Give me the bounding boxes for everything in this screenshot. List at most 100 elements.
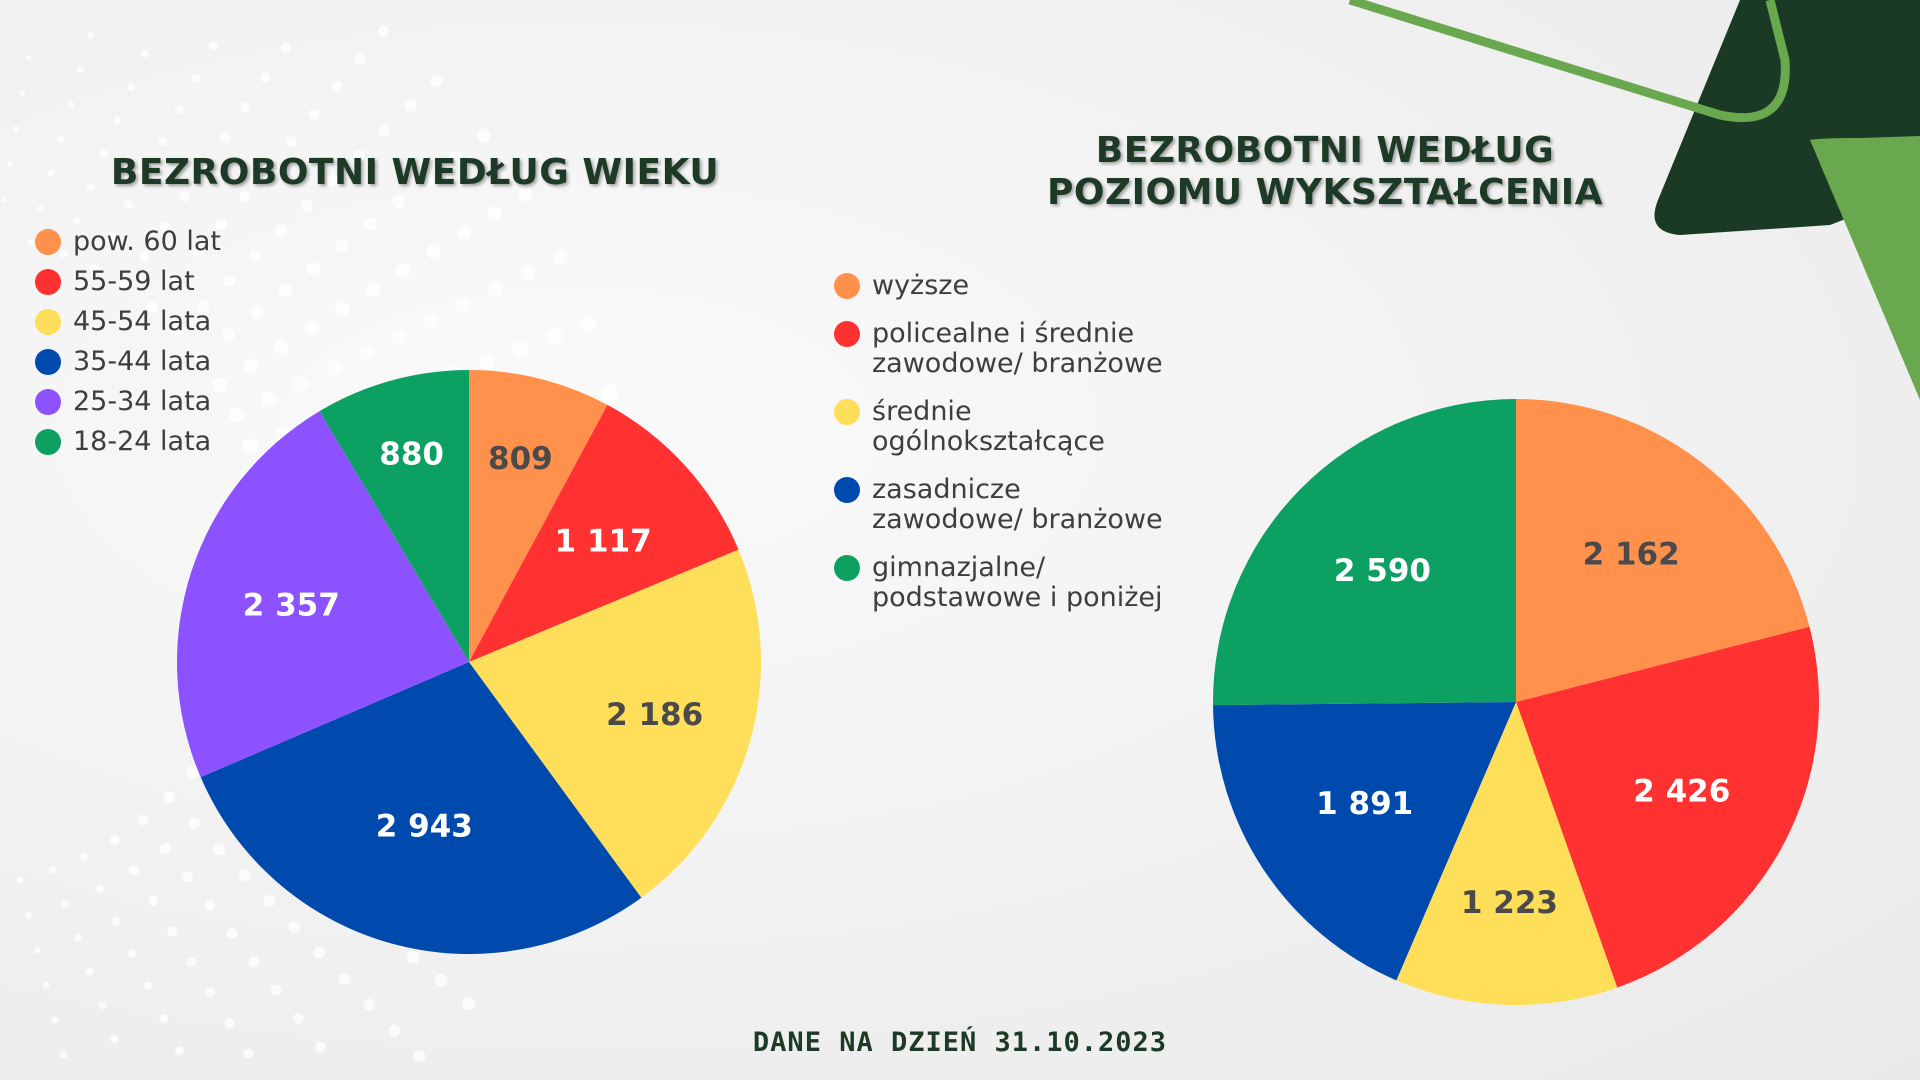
legend-label: 55-59 lat [73,266,195,297]
background-dot [274,224,288,237]
background-dot [87,31,94,39]
pie-value-label: 1 223 [1461,885,1558,921]
background-dot [146,301,158,313]
background-dot [262,163,274,175]
light-green-shape [1810,136,1920,400]
background-dot [141,168,151,178]
background-dot [220,132,231,143]
legend-color-dot [834,555,860,581]
legend-label: wyższe [872,270,970,301]
background-dot [159,221,170,232]
background-dot [85,967,94,976]
pie-value-label: 2 186 [606,697,703,733]
background-dot [111,916,121,926]
background-dot [60,1051,67,1059]
background-dot [86,183,95,192]
background-dot [119,281,130,292]
background-dot [363,217,377,231]
background-dot [487,206,502,221]
background-dot [42,981,50,989]
background-dot [25,54,32,61]
pie-value-label: 1 891 [1316,786,1413,822]
background-dot [292,1013,304,1024]
legend-item: pow. 60 lat [35,222,221,262]
background-dot [27,239,35,247]
pie-value-label: 1 117 [555,523,652,559]
background-dot [326,360,342,376]
background-dot [456,225,472,240]
background-dot [59,249,68,259]
legend-label: policealne i średnie zawodowe/ branżowe [872,318,1163,379]
background-dot [0,196,7,203]
legend-item: wyższe [834,271,1163,301]
background-dot [98,1001,106,1010]
legend-color-dot [834,321,860,347]
background-dot [250,305,264,320]
background-dot [363,998,376,1011]
background-dot [223,274,236,287]
background-dot [80,852,90,861]
background-dot [512,340,529,357]
pie-slice [469,549,762,898]
legend-label: 45-54 lata [73,306,212,337]
legend-color-dot [35,389,61,415]
pie-slice [319,370,469,662]
background-dot [186,957,197,967]
legend-item: średnie ogólnokształcące [834,397,1163,457]
background-dot [169,274,181,286]
pie-slice [1516,626,1819,988]
background-dot [395,263,411,278]
legend-color-dot [35,429,61,455]
legend-item: policealne i średnie zawodowe/ branżowe [834,319,1163,379]
background-dot [552,249,568,266]
background-dot [73,216,82,225]
background-dot [33,946,41,954]
legend-label: 35-44 lata [73,346,212,377]
background-dot [300,199,313,212]
background-dot [200,161,211,173]
background-dot [273,339,289,355]
legend-item: 25-34 lata [35,382,221,422]
background-dot [73,933,82,942]
background-dot [126,83,136,92]
background-dot [430,74,443,87]
background-dot [249,249,262,262]
background-dot [335,239,349,253]
background-dot [354,53,366,65]
pie-slice [1213,702,1516,981]
background-dot [288,920,301,933]
background-dot [204,899,216,911]
education-chart-title: BEZROBOTNI WEDŁUG POZIOMU WYKSZTAŁCENIA [1046,130,1604,213]
background-dot [306,261,321,275]
background-dot [248,956,260,968]
pie-value-label: 2 162 [1583,537,1680,573]
background-dot [260,72,271,83]
background-dot [280,42,291,53]
background-dot [61,900,70,908]
pie-slice [200,662,642,954]
background-dot [148,896,158,906]
background-dot [57,135,65,143]
background-dot [167,926,178,937]
legend-color-dot [834,273,860,299]
background-dot [240,102,251,113]
background-dot [212,377,228,393]
background-dot [179,191,190,202]
legend-item: gimnazjalne/ podstawowe i poniżej [834,553,1163,613]
background-dot [175,1046,184,1056]
background-dot [520,265,536,281]
background-dot [413,1050,426,1063]
background-dot [378,124,391,137]
legend-item: 55-59 lat [35,262,221,302]
legend-color-dot [834,477,860,503]
legend-label: średnie ogólnokształcące [872,396,1105,457]
pie-slice [469,370,608,662]
pie-slice [176,411,469,778]
background-dot [124,200,134,210]
background-dot [90,264,100,274]
background-dot [137,814,149,826]
background-dot [215,218,228,231]
background-dot [25,911,32,919]
background-dot [388,1024,401,1037]
